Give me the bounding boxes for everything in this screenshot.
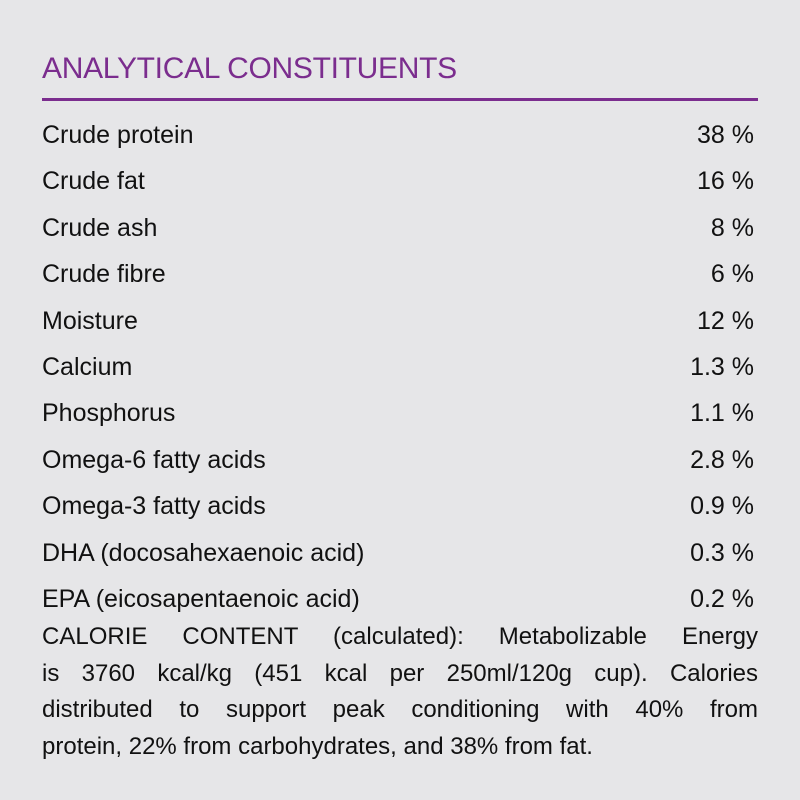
- calorie-line: CALORIE CONTENT (calculated): Metaboliza…: [42, 623, 758, 650]
- constituent-row: Crude fibre 6 %: [42, 255, 754, 301]
- constituent-value: 16 %: [697, 167, 754, 196]
- constituent-label: Moisture: [42, 306, 138, 335]
- constituent-value: 6 %: [710, 260, 754, 289]
- constituent-value: 0.9 %: [690, 492, 754, 521]
- constituent-row: Crude ash 8 %: [42, 209, 754, 255]
- constituent-label: Crude fibre: [42, 260, 166, 289]
- constituent-label: Phosphorus: [42, 399, 176, 428]
- constituent-value: 0.3 %: [690, 538, 754, 567]
- constituent-label: Omega-3 fatty acids: [42, 492, 266, 521]
- constituent-label: EPA (eicosapentaenoic acid): [42, 584, 360, 613]
- constituent-label: DHA (docosahexaenoic acid): [42, 538, 365, 567]
- constituent-label: Crude fat: [42, 167, 145, 196]
- constituent-label: Calcium: [42, 352, 133, 381]
- constituent-value: 0.2 %: [690, 584, 754, 613]
- constituent-label: Crude ash: [42, 213, 158, 242]
- constituent-row: Moisture 12 %: [42, 302, 754, 348]
- constituent-value: 1.3 %: [690, 352, 754, 381]
- constituent-row: DHA (docosahexaenoic acid) 0.3 %: [42, 534, 754, 580]
- constituent-value: 1.1 %: [690, 399, 754, 428]
- title-divider: [42, 98, 758, 101]
- constituent-row: Omega-6 fatty acids 2.8 %: [42, 441, 754, 487]
- constituent-row: Crude fat 16 %: [42, 162, 754, 208]
- constituent-row: Crude protein 38 %: [42, 116, 754, 162]
- constituent-row: Phosphorus 1.1 %: [42, 394, 754, 440]
- constituent-value: 2.8 %: [690, 445, 754, 474]
- calorie-line: is 3760 kcal/kg (451 kcal per 250ml/120g…: [42, 659, 758, 687]
- constituent-value: 12 %: [697, 306, 754, 335]
- constituent-row: Omega-3 fatty acids 0.9 %: [42, 487, 754, 533]
- constituent-label: Crude protein: [42, 121, 194, 149]
- calorie-line: protein, 22% from carbohydrates, and 38%…: [42, 732, 593, 760]
- constituent-row: EPA (eicosapentaenoic acid) 0.2 %: [42, 580, 754, 626]
- constituent-value: 8 %: [710, 213, 754, 242]
- constituents-table: Crude protein 38 % Crude fat 16 % Crude ash 8…: [42, 116, 754, 626]
- constituent-row: Calcium 1.3 %: [42, 348, 754, 394]
- constituent-label: Omega-6 fatty acids: [42, 445, 266, 474]
- calorie-line: distributed to support peak conditioning…: [42, 696, 758, 723]
- constituent-value: 38 %: [697, 121, 754, 149]
- section-title: ANALYTICAL CONSTITUENTS: [42, 52, 457, 85]
- calorie-content: CALORIE CONTENT (calculated): Metaboliza…: [42, 619, 758, 765]
